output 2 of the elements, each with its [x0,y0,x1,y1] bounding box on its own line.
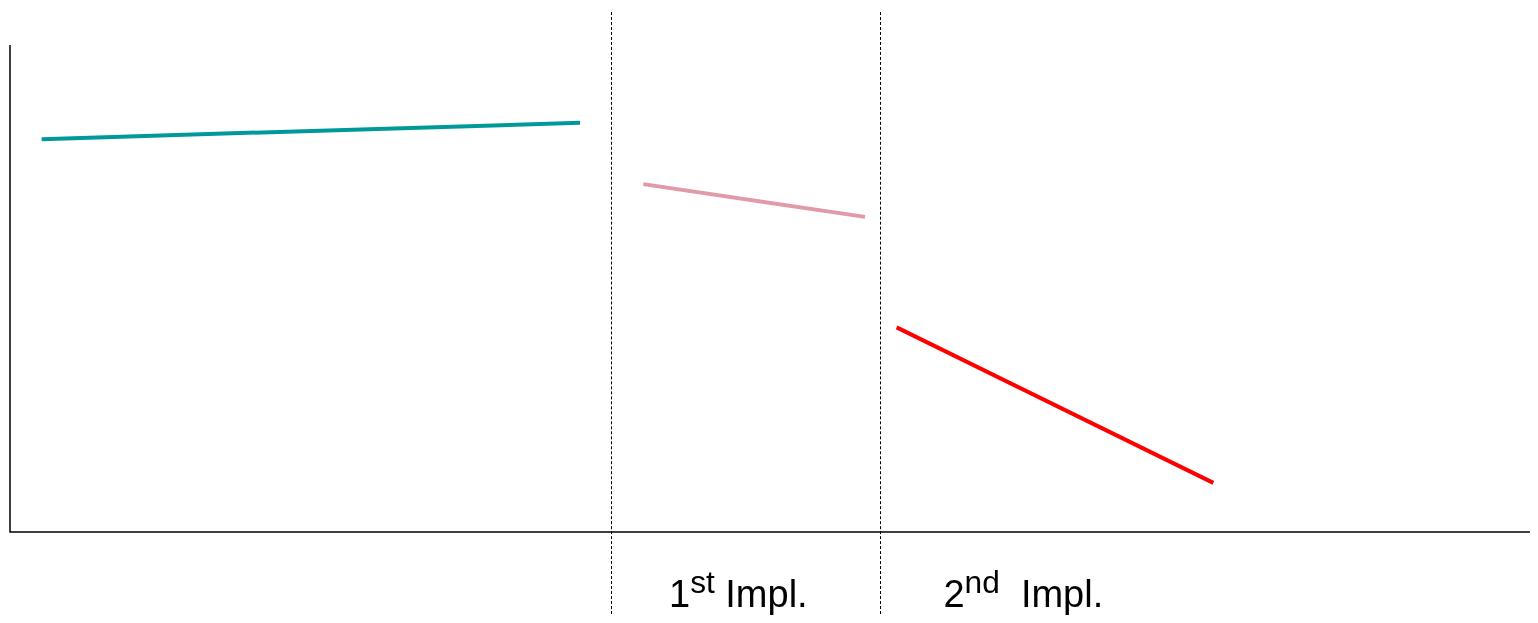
x-tick-label: 1$^{st}$ Impl. [668,563,808,616]
x-tick-label: 2$^{nd}$ Impl. [943,563,1104,616]
